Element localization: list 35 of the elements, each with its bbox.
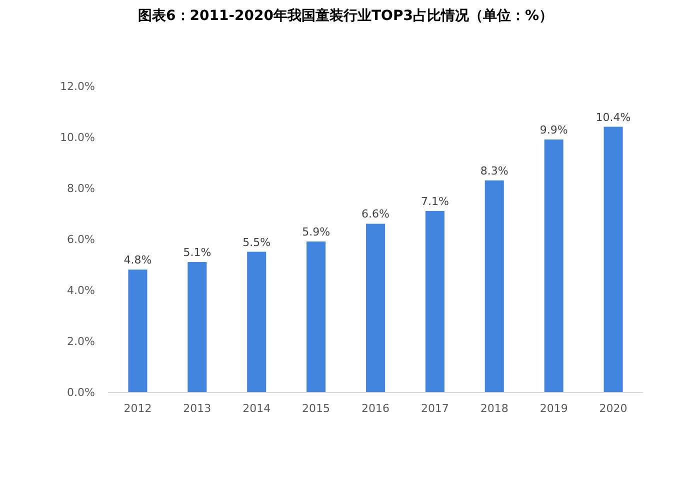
bar [425, 210, 444, 392]
data-label: 6.6% [362, 208, 390, 221]
x-tick-label: 2017 [420, 402, 449, 416]
x-tick-label: 2016 [362, 402, 390, 416]
bar [484, 180, 504, 392]
y-tick-label: 10.0% [60, 130, 95, 144]
x-tick-label: 2018 [480, 402, 508, 416]
chart-title: 图表6：2011-2020年我国童装行业TOP3占比情况（单位：%） [138, 6, 553, 24]
x-tick-label: 2020 [599, 402, 628, 416]
data-label: 5.1% [183, 246, 212, 259]
x-tick-label: 2013 [183, 402, 212, 416]
bar [188, 262, 207, 392]
y-tick-label: 0.0% [67, 386, 95, 399]
data-label: 7.1% [420, 194, 449, 208]
data-label: 10.4% [596, 110, 631, 124]
bar [604, 126, 623, 392]
data-label: 4.8% [124, 254, 152, 267]
x-tick-label: 2014 [242, 402, 271, 416]
data-label: 8.3% [480, 164, 508, 178]
x-tick-label: 2012 [124, 402, 152, 416]
data-label: 5.5% [242, 236, 271, 249]
data-label: 5.9% [302, 226, 330, 239]
y-tick-label: 4.0% [67, 284, 95, 297]
bar [247, 252, 266, 392]
y-tick-label: 6.0% [67, 232, 95, 246]
x-tick-label: 2015 [302, 402, 330, 416]
bar [366, 224, 386, 392]
y-tick-label: 8.0% [67, 182, 95, 195]
y-tick-label: 2.0% [67, 334, 95, 348]
data-label: 9.9% [540, 124, 568, 137]
x-tick-label: 2019 [540, 402, 568, 416]
bar [544, 140, 564, 392]
bar [306, 242, 326, 392]
y-tick-label: 12.0% [60, 80, 95, 93]
bar [128, 270, 148, 392]
